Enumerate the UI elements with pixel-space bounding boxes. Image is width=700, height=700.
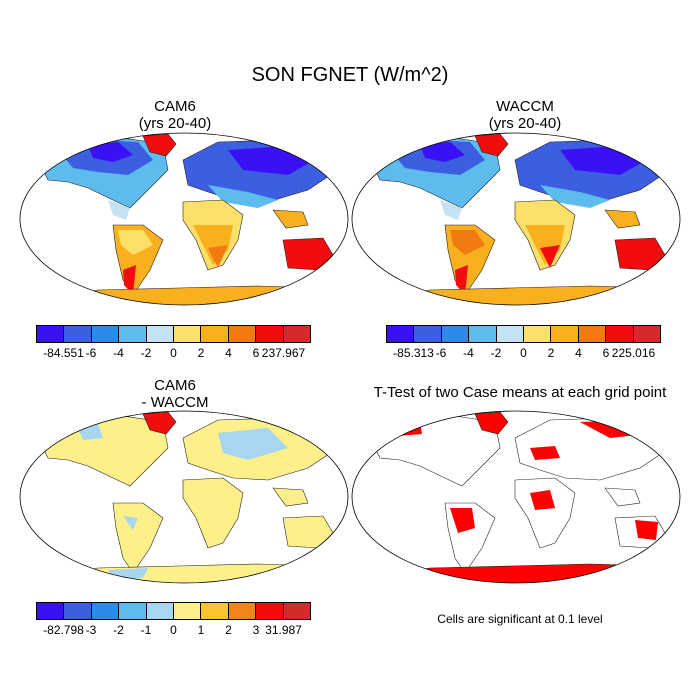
waccm-map — [351, 132, 681, 306]
waccm-colorbar-box-9 — [633, 326, 661, 342]
diff-colorbar-labels: -82.798 -3 -2 -1 0 1 2 3 31.987 — [36, 623, 311, 637]
cam6-colorbar-label: 4 — [225, 346, 232, 360]
diff-colorbar-box-7 — [228, 603, 257, 619]
diff-colorbar-label: 0 — [170, 623, 177, 637]
diff-title-line1: CAM6 — [154, 377, 196, 394]
waccm-colorbar-box-3 — [469, 326, 497, 342]
diff-colorbar-box-4 — [146, 603, 175, 619]
diff-colorbar-label: -82.798 — [43, 623, 84, 637]
diff-colorbar-label: 31.987 — [265, 623, 302, 637]
waccm-colorbar-label: -2 — [490, 346, 502, 360]
cam6-title-line1: CAM6 — [154, 98, 196, 115]
diff-colorbar-box-9 — [283, 603, 311, 619]
ttest-map — [351, 410, 681, 584]
cam6-colorbar-box-4 — [146, 326, 175, 342]
waccm-colorbar-box-7 — [578, 326, 607, 342]
cam6-colorbar-labels: -84.551 -6 -4 -2 0 2 4 6 237.967 — [36, 346, 311, 360]
waccm-colorbar-box-1 — [414, 326, 442, 342]
waccm-colorbar-box-2 — [441, 326, 470, 342]
cam6-colorbar-box-0 — [37, 326, 65, 342]
ttest-title: T-Test of two Case means at each grid po… — [373, 384, 667, 401]
cam6-colorbar-label: 237.967 — [261, 346, 306, 360]
diff-colorbar-box-0 — [37, 603, 65, 619]
waccm-colorbar-label: 4 — [575, 346, 582, 360]
diff-colorbar-label: 3 — [252, 623, 260, 637]
cam6-colorbar — [36, 325, 311, 343]
diff-colorbar-label: -1 — [140, 623, 152, 637]
waccm-colorbar-box-8 — [606, 326, 634, 342]
diff-title-line2: - WACCM — [141, 394, 209, 411]
cam6-colorbar-box-7 — [228, 326, 257, 342]
diff-colorbar-label: 2 — [225, 623, 232, 637]
waccm-colorbar-label: 225.016 — [611, 346, 656, 360]
waccm-colorbar-box-5 — [524, 326, 552, 342]
diff-panel-title: CAM6 - WACCM — [20, 377, 330, 411]
diff-colorbar-box-5 — [174, 603, 202, 619]
waccm-colorbar-box-4 — [496, 326, 525, 342]
cam6-title-line2: (yrs 20-40) — [138, 115, 212, 132]
waccm-colorbar-labels: -85.313 -6 -4 -2 0 2 4 6 225.016 — [386, 346, 661, 360]
diff-colorbar — [36, 602, 311, 620]
waccm-colorbar — [386, 325, 661, 343]
cam6-colorbar-box-1 — [64, 326, 92, 342]
cam6-map — [19, 132, 349, 306]
waccm-colorbar-box-6 — [551, 326, 579, 342]
waccm-colorbar-label: 6 — [602, 346, 610, 360]
cam6-colorbar-label: 6 — [252, 346, 260, 360]
diff-colorbar-label: 1 — [197, 623, 205, 637]
cam6-colorbar-box-8 — [256, 326, 284, 342]
cam6-colorbar-box-3 — [119, 326, 147, 342]
waccm-panel-title: WACCM (yrs 20-40) — [370, 98, 680, 132]
diff-colorbar-box-8 — [256, 603, 284, 619]
waccm-colorbar-label: -4 — [463, 346, 474, 360]
waccm-colorbar-box-0 — [387, 326, 415, 342]
cam6-colorbar-label: -2 — [140, 346, 152, 360]
cam6-colorbar-label: -4 — [113, 346, 124, 360]
diff-colorbar-box-3 — [119, 603, 147, 619]
cam6-colorbar-box-9 — [283, 326, 311, 342]
waccm-colorbar-label: 0 — [520, 346, 527, 360]
diff-colorbar-box-6 — [201, 603, 229, 619]
waccm-title-line1: WACCM — [496, 98, 554, 115]
cam6-colorbar-label: -84.551 — [43, 346, 84, 360]
cam6-colorbar-label: 2 — [197, 346, 205, 360]
waccm-colorbar-label: 2 — [547, 346, 555, 360]
diff-colorbar-label: -3 — [85, 623, 97, 637]
significance-note: Cells are significant at 0.1 level — [437, 612, 603, 626]
diff-colorbar-box-1 — [64, 603, 92, 619]
waccm-title-line2: (yrs 20-40) — [488, 115, 562, 132]
cam6-colorbar-box-2 — [91, 326, 120, 342]
diff-colorbar-box-2 — [91, 603, 120, 619]
cam6-colorbar-box-6 — [201, 326, 229, 342]
cam6-panel-title: CAM6 (yrs 20-40) — [20, 98, 330, 132]
figure-title: SON FGNET (W/m^2) — [251, 64, 449, 86]
ttest-panel-title: T-Test of two Case means at each grid po… — [350, 384, 690, 401]
waccm-colorbar-label: -6 — [435, 346, 447, 360]
diff-colorbar-label: -2 — [113, 623, 124, 637]
cam6-colorbar-label: -6 — [85, 346, 97, 360]
cam6-colorbar-box-5 — [174, 326, 202, 342]
waccm-colorbar-label: -85.313 — [393, 346, 434, 360]
diff-map — [19, 410, 349, 584]
cam6-colorbar-label: 0 — [170, 346, 177, 360]
